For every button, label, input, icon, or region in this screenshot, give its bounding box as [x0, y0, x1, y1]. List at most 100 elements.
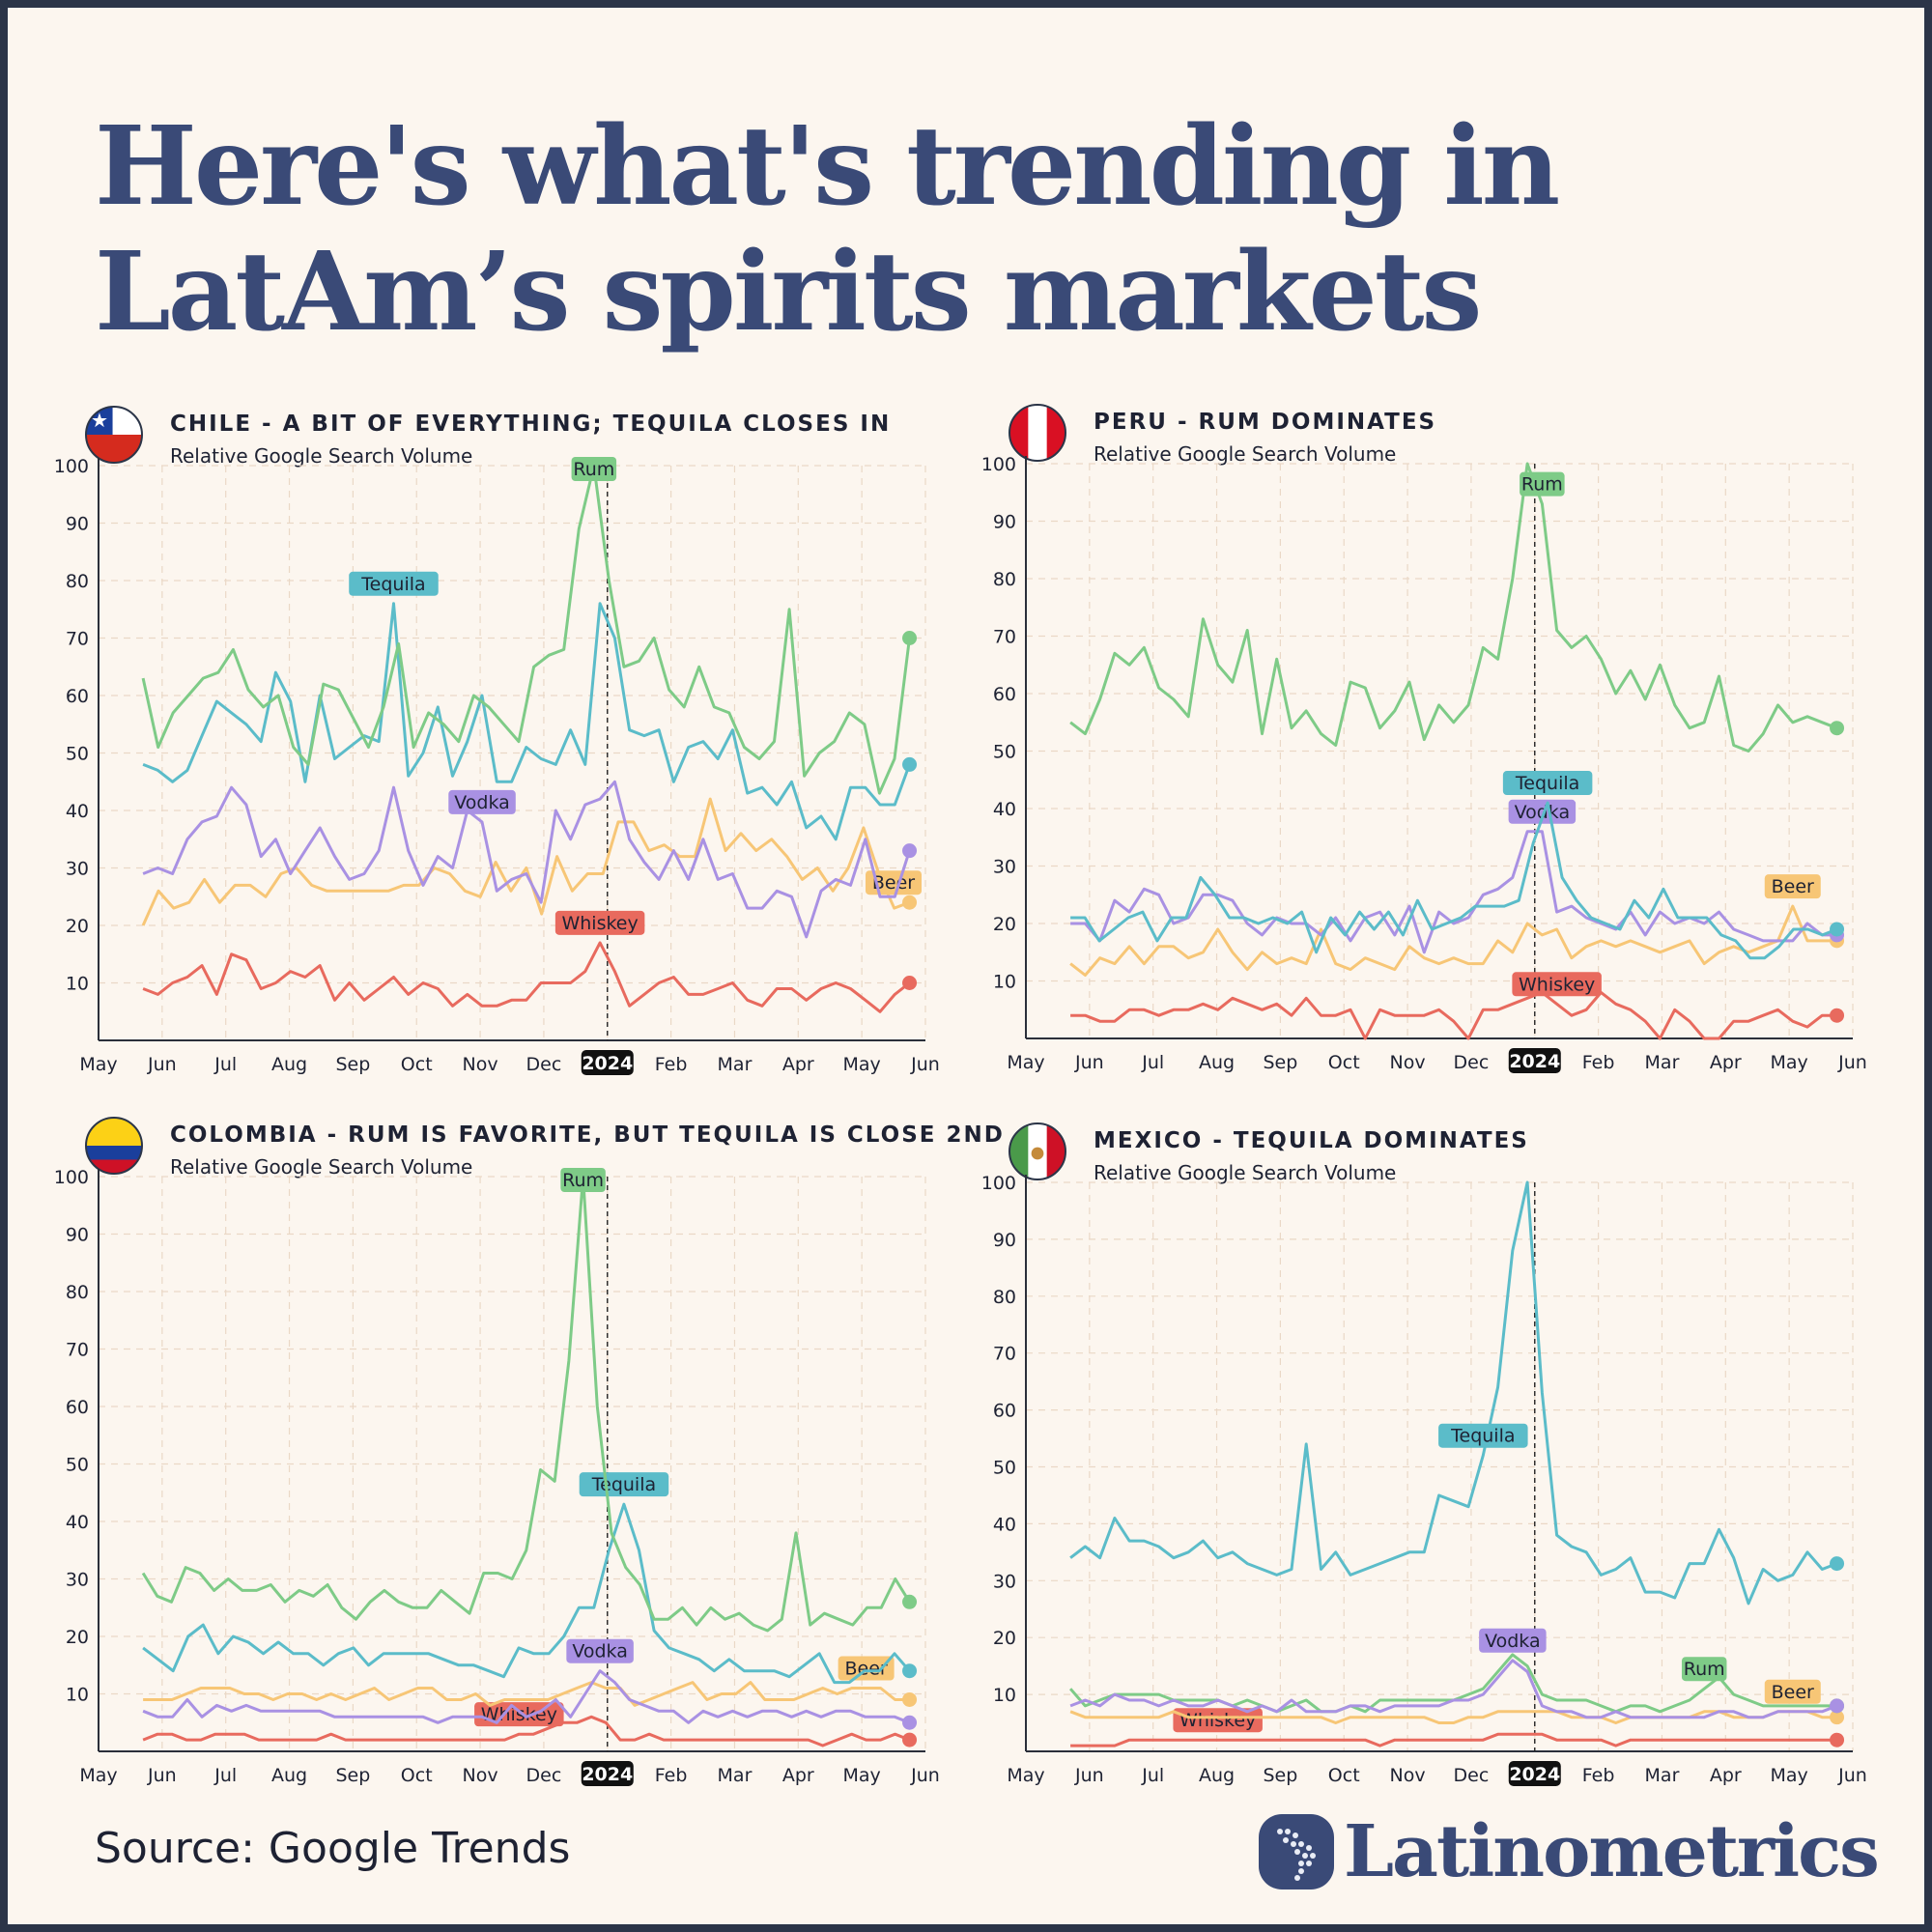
y-tick-label: 30: [66, 1570, 89, 1591]
y-tick-label: 20: [993, 1628, 1016, 1649]
chart-mexico: MEXICO - TEQUILA DOMINATES Relative Googl…: [981, 1122, 1867, 1786]
series-endpoint-tequila: [1830, 1556, 1845, 1572]
y-tick-label: 90: [993, 1230, 1016, 1251]
x-tick-label: 2024: [582, 1053, 633, 1074]
y-tick-label: 90: [993, 512, 1016, 533]
series-label-rum: Rum: [1684, 1659, 1725, 1680]
x-tick-label: 2024: [1509, 1764, 1560, 1785]
series-label-badge-beer: [1764, 1679, 1821, 1704]
y-tick-label: 80: [66, 571, 89, 592]
y-tick-label: 70: [66, 1340, 89, 1361]
panel-subtitle: Relative Google Search Volume: [170, 444, 472, 468]
series-label-vodka: Vodka: [1515, 802, 1571, 823]
x-tick-label: Jun: [1837, 1765, 1867, 1786]
year-badge: [1508, 1048, 1561, 1073]
y-tick-label: 70: [993, 627, 1016, 648]
series-label-vodka: Vodka: [454, 792, 510, 813]
x-tick-label: May: [1007, 1052, 1044, 1073]
series-endpoint-tequila: [902, 756, 918, 772]
series-endpoint-whiskey: [1830, 1008, 1845, 1023]
y-tick-label: 90: [66, 514, 89, 535]
series-endpoint-beer: [902, 1691, 918, 1707]
x-tick-label: Aug: [271, 1765, 307, 1786]
series-label-badge-tequila: [349, 571, 439, 596]
y-tick-label: 100: [981, 1173, 1016, 1194]
series-label-badge-tequila: [579, 1472, 669, 1497]
x-tick-label: May: [843, 1054, 881, 1075]
series-line-whiskey: [1070, 1732, 1837, 1747]
series-line-tequila: [142, 602, 911, 841]
x-tick-label: Mar: [1645, 1765, 1680, 1786]
y-tick-label: 50: [993, 742, 1016, 763]
y-tick-label: 20: [66, 916, 89, 937]
x-tick-label: Oct: [401, 1054, 433, 1075]
y-tick-label: 60: [66, 686, 89, 707]
brand-logo: Latinometrics: [1259, 1808, 1880, 1895]
y-tick-label: 30: [993, 1571, 1016, 1592]
series-label-badge-rum: [1520, 471, 1565, 497]
series-label-badge-rum: [560, 1168, 606, 1192]
page-title: Here's what's trending in LatAm’s spirit…: [95, 104, 1560, 355]
brand-name: Latinometrics: [1344, 1810, 1880, 1893]
series-line-beer: [1069, 904, 1837, 977]
x-tick-label: Jun: [147, 1765, 177, 1786]
series-line-tequila: [1069, 1180, 1838, 1605]
series-label-badge-tequila: [1502, 771, 1593, 796]
y-tick-label: 60: [993, 684, 1016, 705]
chart-colombia: COLOMBIA - RUM IS FAVORITE, BUT TEQUILA …: [54, 1117, 1005, 1786]
x-tick-label: Jun: [910, 1765, 940, 1786]
x-tick-label: Nov: [463, 1765, 498, 1786]
series-endpoint-vodka: [902, 843, 918, 859]
y-tick-label: 30: [993, 857, 1016, 878]
x-tick-label: Dec: [1454, 1765, 1490, 1786]
y-tick-label: 10: [993, 972, 1016, 993]
x-tick-label: Jul: [1141, 1052, 1164, 1073]
x-tick-label: Apr: [782, 1054, 814, 1075]
y-tick-label: 40: [993, 799, 1016, 820]
svg-text:★: ★: [91, 409, 108, 432]
y-tick-label: 50: [66, 744, 89, 765]
x-tick-label: Oct: [1328, 1765, 1360, 1786]
x-tick-label: Jun: [1074, 1765, 1104, 1786]
title-line-2: LatAm’s spirits markets: [95, 229, 1482, 355]
x-tick-label: Mar: [718, 1765, 753, 1786]
series-line-rum: [141, 1175, 911, 1633]
y-tick-label: 100: [54, 456, 89, 477]
y-tick-label: 40: [66, 801, 89, 822]
series-label-tequila: Tequila: [591, 1474, 656, 1495]
series-label-beer: Beer: [845, 1659, 888, 1680]
x-tick-label: Jun: [1837, 1052, 1867, 1073]
series-label-badge-rum: [1681, 1657, 1727, 1682]
x-tick-label: Apr: [1710, 1052, 1742, 1073]
x-tick-label: Dec: [1454, 1052, 1490, 1073]
series-line-rum: [141, 464, 911, 795]
x-tick-label: Aug: [1199, 1765, 1235, 1786]
x-tick-label: May: [79, 1765, 117, 1786]
y-tick-label: 40: [66, 1512, 89, 1533]
series-line-rum: [1069, 462, 1838, 753]
x-tick-label: Dec: [526, 1765, 562, 1786]
series-label-badge-tequila: [1438, 1423, 1528, 1448]
charts-grid: ★ CHILE - A BIT OF EVERYTHING; TEQUILA CL…: [54, 404, 1867, 1786]
x-tick-label: Oct: [1328, 1052, 1360, 1073]
x-tick-label: Jun: [1074, 1052, 1104, 1073]
x-tick-label: Nov: [1390, 1765, 1426, 1786]
x-tick-label: Feb: [655, 1765, 688, 1786]
y-tick-label: 20: [66, 1627, 89, 1648]
y-tick-label: 50: [993, 1458, 1016, 1479]
y-tick-label: 70: [993, 1344, 1016, 1365]
series-label-badge-beer: [1764, 874, 1821, 899]
panel-title: COLOMBIA - RUM IS FAVORITE, BUT TEQUILA …: [170, 1122, 1005, 1148]
y-tick-label: 40: [993, 1514, 1016, 1535]
chart-peru: PERU - RUM DOMINATES Relative Google Sear…: [981, 404, 1867, 1073]
series-label-badge-whiskey: [554, 910, 645, 935]
x-tick-label: Jul: [1141, 1765, 1164, 1786]
year-badge: [581, 1761, 634, 1786]
panel-title: PERU - RUM DOMINATES: [1094, 410, 1436, 435]
x-tick-label: Apr: [782, 1765, 814, 1786]
x-tick-label: May: [843, 1765, 881, 1786]
x-tick-label: Aug: [271, 1054, 307, 1075]
x-tick-label: Nov: [463, 1054, 498, 1075]
x-tick-label: Jul: [213, 1765, 237, 1786]
x-tick-label: Sep: [335, 1765, 370, 1786]
